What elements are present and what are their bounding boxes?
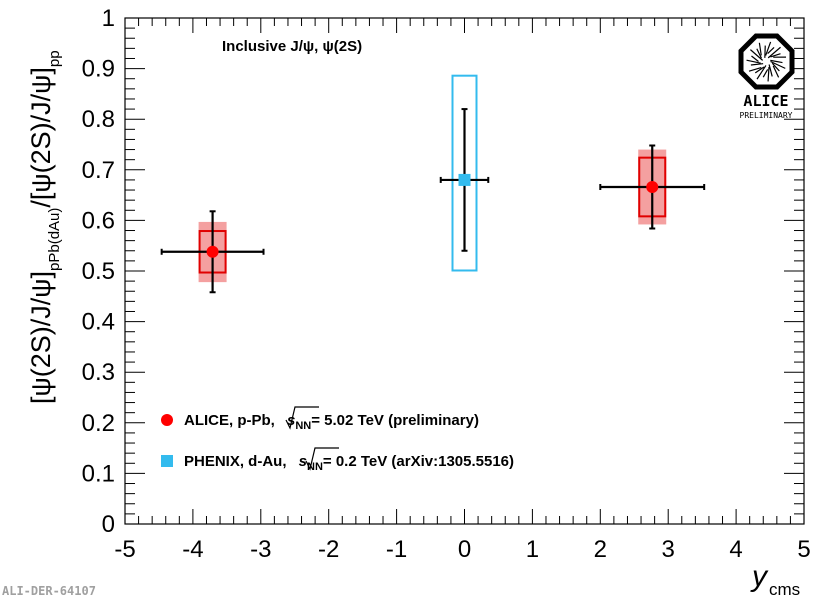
svg-text:[ψ(2S)/J/ψ]pPb(dAu)/[ψ(2S)/J/ψ: [ψ(2S)/J/ψ]pPb(dAu)/[ψ(2S)/J/ψ]pp	[26, 50, 63, 404]
logo-ray	[750, 63, 764, 66]
y-tick-label: 0.3	[82, 359, 115, 386]
phenix-marker	[458, 173, 471, 186]
x-tick-label: -3	[250, 536, 271, 563]
logo-name: ALICE	[743, 92, 788, 110]
axis-ticks	[124, 17, 805, 525]
logo-ray	[768, 64, 773, 77]
x-tick-label: 5	[797, 536, 810, 563]
ylabel-part-4: pp	[46, 50, 63, 67]
alice-point-2	[599, 144, 706, 230]
y-tick-label: 0.7	[82, 157, 115, 184]
alice-marker	[206, 245, 219, 258]
data-marks	[160, 74, 706, 294]
figure-id: ALI-DER-64107	[2, 584, 96, 598]
logo-ray	[748, 66, 762, 72]
y-tick-label: 0.8	[82, 106, 115, 133]
legend-phenix-marker	[161, 455, 173, 467]
svg-text:ALICE, p-Pb, sNN= 5.02 TeV (p: ALICE, p-Pb, sNN= 5.02 TeV (preliminary)	[184, 412, 479, 432]
y-tick-label: 1	[102, 5, 115, 32]
logo-ray	[756, 48, 762, 59]
logo-ray	[758, 42, 762, 56]
logo-ray	[770, 53, 781, 58]
logo-ray	[765, 41, 772, 56]
x-tick-label: -1	[386, 536, 407, 563]
legend-alice-suffix: = 5.02 TeV (preliminary)	[311, 412, 479, 429]
ylabel-part-3: /[ψ(2S)/J/ψ]	[26, 67, 56, 208]
legend-alice-prefix: ALICE, p-Pb,	[184, 412, 279, 429]
logo-ray	[767, 46, 775, 55]
alice-point-1	[160, 210, 265, 294]
legend-entry-alice: ALICE, p-Pb, sNN= 5.02 TeV (preliminary)	[161, 406, 479, 432]
y-tick-label: 0.5	[82, 258, 115, 285]
y-tick-label: 0.6	[82, 207, 115, 234]
legend-phenix-suffix: = 0.2 TeV (arXiv:1305.5516)	[323, 453, 514, 470]
legend-phenix-sqrt-sign	[305, 447, 339, 471]
legend-entry-phenix: PHENIX, d-Au, sNN= 0.2 TeV (arXiv:1305.5…	[161, 447, 514, 473]
phenix-point-1	[439, 74, 490, 272]
tick-labels: -5 -4 -3 -2 -1 0 1 2 3 4 5 0 0.1 0.2 0.3 0.4 0.5 0.6 0.7 0.…	[82, 5, 811, 563]
logo-ray	[754, 66, 765, 74]
alice-marker	[646, 181, 659, 194]
legend-phenix-prefix: PHENIX, d-Au,	[184, 453, 291, 470]
y-axis-label: [ψ(2S)/J/ψ]pPb(dAu)/[ψ(2S)/J/ψ]pp	[26, 50, 63, 404]
logo-ray	[750, 49, 764, 61]
logo-ray	[770, 60, 786, 69]
x-tick-label: 0	[458, 536, 471, 563]
logo-ray	[756, 65, 767, 80]
y-tick-label: 0.1	[82, 460, 115, 487]
svg-text:PHENIX, d-Au, sNN= 0.2 TeV (ar: PHENIX, d-Au, sNN= 0.2 TeV (arXiv:1305.5…	[184, 453, 514, 473]
logo-ray	[767, 66, 770, 82]
x-axis-label: y cms	[750, 560, 800, 599]
logo-label: PRELIMINARY	[740, 111, 793, 120]
y-tick-label: 0	[102, 511, 115, 538]
phenix-syst-box	[451, 74, 478, 272]
xlabel-main: y	[750, 560, 769, 593]
logo-ray	[751, 55, 759, 62]
y-tick-label: 0.2	[82, 410, 115, 437]
alice-star-octagon-icon	[738, 33, 795, 90]
logo-ray	[770, 59, 783, 64]
logo-ray	[746, 59, 761, 64]
legend-phenix-sqrt-var: s	[299, 453, 307, 470]
ylabel-part-1: [ψ(2S)/J/ψ]	[26, 271, 56, 404]
x-tick-label: -2	[318, 536, 339, 563]
legend: ALICE, p-Pb, sNN= 5.02 TeV (preliminary)…	[161, 406, 514, 473]
logo-ray	[767, 46, 781, 59]
x-tick-label: -4	[182, 536, 203, 563]
x-tick-label: 4	[729, 536, 742, 563]
logo-ray	[772, 65, 780, 78]
xlabel-sub: cms	[769, 580, 800, 599]
y-tick-label: 0.4	[82, 309, 115, 336]
legend-alice-marker	[161, 414, 173, 426]
legend-alice-sqrt-sign	[285, 406, 319, 430]
x-tick-label: -5	[114, 536, 135, 563]
ylabel-part-2: pPb(dAu)	[46, 208, 63, 271]
x-tick-label: 3	[662, 536, 675, 563]
y-tick-label: 0.9	[82, 56, 115, 83]
logo-ray	[762, 69, 769, 78]
x-tick-label: 1	[526, 536, 539, 563]
chart-title: Inclusive J/ψ, ψ(2S)	[222, 38, 362, 55]
x-tick-label: 2	[594, 536, 607, 563]
logo-ray	[771, 62, 780, 72]
legend-alice-sub: NN	[295, 420, 311, 432]
alice-logo: ALICE PRELIMINARY	[738, 33, 795, 120]
